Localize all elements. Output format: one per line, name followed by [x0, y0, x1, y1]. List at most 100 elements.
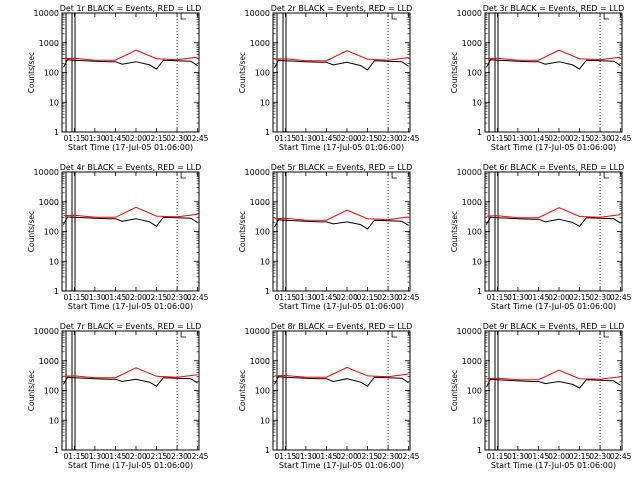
y-tick-label: 10000	[245, 168, 270, 177]
x-tick-label: 01:45	[528, 452, 550, 461]
detector-plot: 1 10 100 1000 10000 01:1501:3001:4502:0002:15…	[450, 4, 632, 152]
x-axis-label: Start Time (17-Jul-05 01:06:00)	[279, 143, 404, 152]
plot-frame	[484, 12, 623, 133]
y-tick-label: 10	[260, 98, 270, 107]
plot-title: Det 4r BLACK = Events, RED = LLD	[60, 163, 202, 172]
detector-plot: 1 10 100 1000 10000 01:1501:3001:4502:0002:15…	[27, 322, 209, 470]
y-tick-label: 1	[477, 128, 482, 137]
y-tick-label: 1000	[39, 198, 59, 207]
y-tick-label: 1	[477, 287, 482, 296]
x-tick-label: 01:15	[275, 452, 297, 461]
y-axis-label: Counts/sec	[450, 52, 459, 93]
y-tick-label: 100	[255, 69, 270, 78]
x-tick-label: 02:30	[377, 134, 399, 143]
y-tick-label: 10	[260, 257, 270, 266]
series-line	[486, 207, 621, 219]
plot-title: Det 6r BLACK = Events, RED = LLD	[483, 163, 625, 172]
series-line	[485, 216, 621, 227]
series-line	[486, 369, 621, 381]
detector-plot: 1 10 100 1000 10000 01:1501:3001:4502:0002:15…	[450, 163, 632, 311]
x-tick-label: 01:15	[275, 134, 297, 143]
x-tick-label: 02:45	[610, 134, 632, 143]
series-line	[273, 59, 409, 71]
y-tick-label: 10	[49, 98, 59, 107]
x-tick-label: 02:15	[357, 293, 379, 302]
saa-flag	[391, 172, 398, 179]
plot-frame	[61, 171, 200, 292]
x-tick-label: 02:00	[336, 134, 358, 143]
plot-frame	[61, 330, 200, 451]
detector-plot: 1 10 100 1000 10000 01:1501:3001:4502:0002:15…	[238, 163, 420, 311]
y-tick-label: 10000	[34, 168, 59, 177]
y-tick-label: 10000	[34, 9, 59, 18]
y-tick-label: 1000	[462, 198, 482, 207]
x-tick-label: 02:00	[125, 293, 147, 302]
x-axis-label: Start Time (17-Jul-05 01:06:00)	[491, 461, 616, 470]
y-tick-label: 100	[467, 228, 482, 237]
saa-flag	[180, 13, 187, 20]
detector-plot: 1 10 100 1000 10000 01:1501:3001:4502:0002:15…	[27, 4, 209, 152]
x-tick-label: 02:15	[569, 293, 591, 302]
y-axis-label: Counts/sec	[27, 52, 36, 93]
plot-title: Det 1r BLACK = Events, RED = LLD	[60, 4, 202, 13]
x-tick-label: 02:15	[146, 452, 168, 461]
x-tick-label: 02:00	[548, 293, 570, 302]
x-tick-label: 02:00	[125, 134, 147, 143]
y-tick-label: 1000	[39, 357, 59, 366]
plot-title: Det 3r BLACK = Events, RED = LLD	[483, 4, 625, 13]
y-tick-label: 10	[472, 257, 482, 266]
y-tick-label: 10	[260, 416, 270, 425]
y-tick-label: 10000	[457, 9, 482, 18]
plot-title: Det 2r BLACK = Events, RED = LLD	[271, 4, 413, 13]
series-line	[274, 366, 409, 378]
x-tick-label: 02:30	[589, 293, 611, 302]
saa-flag	[603, 331, 610, 338]
y-tick-label: 100	[44, 69, 59, 78]
detector-plot: 1 10 100 1000 10000 01:1501:3001:4502:0002:15…	[27, 163, 209, 311]
x-tick-label: 02:30	[166, 452, 188, 461]
x-tick-label: 02:15	[569, 452, 591, 461]
series-line	[63, 206, 198, 218]
y-tick-label: 10000	[245, 9, 270, 18]
y-axis-label: Counts/sec	[450, 211, 459, 252]
y-tick-label: 100	[467, 387, 482, 396]
saa-flag	[391, 13, 398, 20]
series-line	[62, 216, 198, 227]
x-tick-label: 01:45	[316, 293, 338, 302]
x-tick-label: 01:30	[507, 452, 529, 461]
plot-frame	[484, 171, 623, 292]
y-tick-label: 10000	[245, 327, 270, 336]
x-tick-label: 02:45	[610, 452, 632, 461]
x-tick-label: 02:45	[398, 452, 420, 461]
y-axis-label: Counts/sec	[27, 211, 36, 252]
x-axis-label: Start Time (17-Jul-05 01:06:00)	[491, 143, 616, 152]
x-tick-label: 02:30	[166, 134, 188, 143]
detector-plot: 1 10 100 1000 10000 01:1501:3001:4502:0002:15…	[238, 322, 420, 470]
plot-frame	[61, 12, 200, 133]
x-tick-label: 02:15	[357, 452, 379, 461]
x-tick-label: 02:45	[398, 134, 420, 143]
x-tick-label: 01:15	[487, 452, 509, 461]
x-tick-label: 01:45	[105, 452, 127, 461]
saa-flag	[180, 331, 187, 338]
x-tick-label: 01:30	[295, 452, 317, 461]
y-tick-label: 1	[265, 446, 270, 455]
series-line	[273, 219, 409, 230]
y-tick-label: 100	[255, 387, 270, 396]
detector-plot: 1 10 100 1000 10000 01:1501:3001:4502:0002:15…	[450, 322, 632, 470]
x-tick-label: 01:15	[64, 452, 86, 461]
x-tick-label: 01:45	[105, 293, 127, 302]
x-tick-label: 02:00	[125, 452, 147, 461]
saa-flag	[603, 172, 610, 179]
x-tick-label: 01:15	[487, 134, 509, 143]
y-tick-label: 1	[54, 128, 59, 137]
x-tick-label: 02:30	[166, 293, 188, 302]
y-tick-label: 10	[49, 416, 59, 425]
x-tick-label: 02:30	[589, 452, 611, 461]
x-tick-label: 01:30	[295, 293, 317, 302]
detector-plot: 1 10 100 1000 10000 01:1501:3001:4502:0002:15…	[238, 4, 420, 152]
x-tick-label: 02:15	[569, 134, 591, 143]
x-tick-label: 01:30	[84, 452, 106, 461]
x-tick-label: 02:45	[187, 293, 209, 302]
